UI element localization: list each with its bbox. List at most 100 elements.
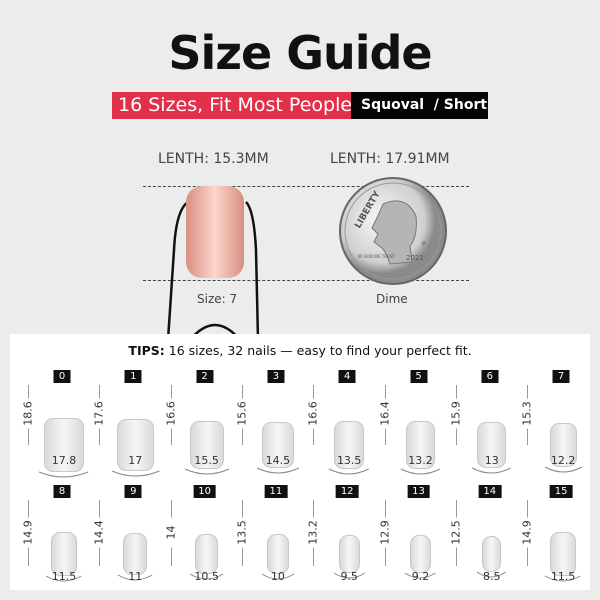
size-item: 12 13.2 9.5 (306, 482, 383, 592)
size-item: 10 14 10.5 (164, 482, 241, 592)
nail-shape (189, 420, 224, 470)
nail-length-label: LENTH: 15.3MM (158, 151, 269, 167)
nail-width: 14.5 (265, 454, 291, 467)
size-number-badge: 11 (264, 485, 288, 498)
nail-shape (261, 422, 294, 468)
nail-shape (334, 420, 365, 470)
coin-mint-text: P (422, 241, 426, 248)
width-arc (544, 466, 582, 473)
nail-length: 14.4 (92, 517, 106, 548)
nail-length: 12.9 (378, 517, 391, 548)
nail-caption: Size: 7 (197, 292, 238, 306)
size-number-badge: 0 (53, 370, 71, 383)
nail-shape (123, 533, 148, 575)
width-arc (39, 471, 89, 478)
size-number-badge: 13 (407, 485, 430, 498)
nail-shape (44, 418, 84, 472)
banner: 16 Sizes, Fit Most People Squoval / Shor… (112, 92, 488, 119)
nail-length: 15.3 (520, 398, 534, 429)
coin-year-text: 2021 (406, 254, 424, 262)
bottom-guide-line (143, 280, 469, 281)
nail-shape (405, 421, 435, 469)
nail-length: 14.9 (21, 517, 35, 548)
nail-width: 13.2 (408, 454, 433, 467)
size-number-badge: 6 (481, 370, 499, 383)
size-item: 9 14.4 11 (92, 482, 169, 592)
nail-width: 13 (484, 454, 499, 467)
nail-length: 17.6 (92, 398, 106, 429)
width-arc (333, 572, 365, 579)
nail-length: 12.5 (449, 517, 463, 548)
size-number-badge: 4 (338, 370, 356, 383)
size-number-badge: 8 (53, 485, 71, 498)
size-number-badge: 12 (335, 485, 359, 498)
nail-length: 16.4 (378, 398, 391, 429)
size-item: 14 12.5 8.5 (449, 482, 526, 592)
nail-shape (410, 535, 431, 573)
width-arc (472, 467, 512, 474)
nail-width: 10 (270, 570, 285, 583)
width-arc (477, 571, 507, 578)
nail-shape (116, 419, 154, 471)
nail-length: 16.6 (306, 398, 320, 429)
nail-width: 9.2 (411, 570, 430, 583)
nail-length: 18.6 (21, 398, 35, 429)
nail-shape (482, 535, 502, 573)
finger-illustration (166, 186, 260, 340)
size-item: 6 15.9 13 (449, 367, 526, 477)
nail-width: 9.5 (340, 570, 358, 583)
width-arc (256, 467, 300, 474)
size-item: 0 18.6 17.8 (21, 367, 98, 478)
nail-length: 13.5 (235, 517, 249, 548)
nail-width: 15.5 (194, 454, 219, 467)
nail-width: 11.5 (550, 570, 576, 583)
nail-length: 14.9 (520, 517, 534, 548)
nail-shape (549, 422, 577, 468)
dime-coin: LIBERTY IN GOD WE TRUST 2021 P (339, 177, 447, 285)
size-number-badge: 9 (124, 485, 142, 498)
size-number-badge: 10 (193, 485, 216, 498)
width-arc (329, 468, 370, 475)
size-item: 2 16.6 15.5 (164, 367, 241, 477)
size-number-badge: 14 (478, 485, 502, 498)
nail-length: 15.9 (449, 398, 463, 429)
nail-shape (195, 533, 219, 575)
width-arc (189, 573, 224, 580)
nail-width: 12.2 (550, 454, 576, 467)
size-number-badge: 5 (410, 370, 427, 383)
page-title: Size Guide (168, 26, 432, 80)
tips-body: 16 sizes, 32 nails — easy to find your p… (164, 343, 472, 358)
tips-label: TIPS: (128, 343, 165, 358)
coin-caption: Dime (376, 292, 408, 306)
size-item: 7 15.3 12.2 (520, 367, 597, 477)
size-item: 4 16.6 13.5 (306, 367, 383, 477)
width-arc (261, 573, 295, 580)
size-item: 11 13.5 10 (235, 482, 312, 592)
coin-motto-text: IN GOD WE TRUST (358, 254, 395, 259)
size-number-badge: 1 (124, 370, 142, 383)
nail-width: 13.5 (336, 454, 362, 467)
size-item: 5 16.4 13.2 (378, 367, 455, 477)
banner-shape: Squoval / Short (351, 92, 488, 119)
tips-text: TIPS: 16 sizes, 32 nails — easy to find … (0, 343, 600, 358)
nail-width: 11 (128, 570, 143, 583)
width-arc (111, 470, 160, 477)
width-arc (405, 572, 436, 579)
nail-sample (186, 186, 244, 278)
nail-shape (477, 421, 507, 469)
nail-shape (51, 532, 77, 576)
coin-length-label: LENTH: 17.91MM (330, 151, 450, 167)
size-item: 1 17.6 17 (92, 367, 169, 477)
banner-sizes: 16 Sizes, Fit Most People (112, 92, 352, 119)
size-item: 8 14.9 11.5 (21, 482, 98, 592)
size-item: 15 14.9 11.5 (520, 482, 597, 592)
size-number-badge: 7 (552, 370, 570, 383)
nail-length: 16.6 (164, 398, 178, 429)
nail-length: 15.6 (235, 398, 249, 429)
width-arc (184, 468, 229, 475)
nail-shape (550, 532, 576, 576)
size-item: 3 15.6 14.5 (235, 367, 312, 477)
nail-shape (338, 534, 360, 574)
nail-length: 13.2 (306, 517, 320, 548)
nail-width: 8.5 (483, 570, 501, 583)
